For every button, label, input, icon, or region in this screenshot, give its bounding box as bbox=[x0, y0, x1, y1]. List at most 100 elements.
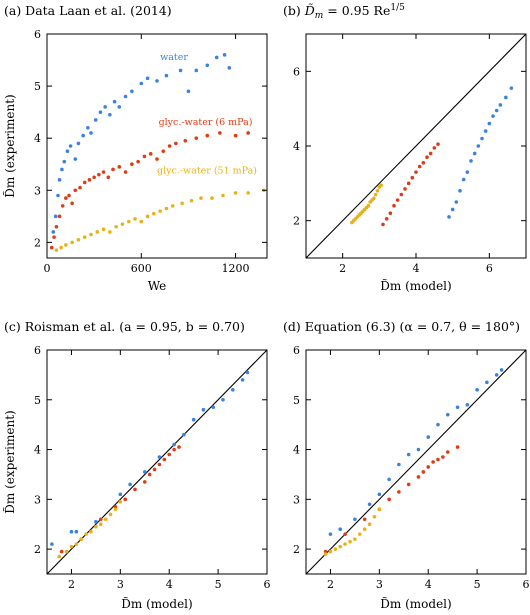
point-glyc6 bbox=[123, 170, 128, 174]
point-water bbox=[221, 397, 225, 402]
point-glyc51 bbox=[103, 517, 108, 522]
panel-b: (b) D̃m = 0.95 Re1/5 2 4 6 2 4 6 D̃m (model) bbox=[283, 3, 527, 293]
point-glyc6 bbox=[426, 465, 431, 469]
point-glyc51 bbox=[373, 192, 378, 197]
point-water bbox=[454, 200, 459, 204]
point-glyc51 bbox=[353, 537, 357, 541]
point-glyc51 bbox=[69, 544, 74, 549]
x-tick-label: 5 bbox=[474, 578, 481, 591]
panel-a-frame bbox=[46, 33, 268, 259]
point-water bbox=[98, 110, 103, 114]
point-glyc6 bbox=[218, 131, 222, 135]
panel-c-xlabel: D̃m (model) bbox=[121, 596, 192, 611]
point-glyc6 bbox=[246, 131, 250, 135]
point-water bbox=[194, 68, 199, 73]
point-glyc6 bbox=[362, 517, 367, 522]
panel-a-xlabel: We bbox=[148, 279, 166, 293]
point-glyc6 bbox=[387, 497, 391, 502]
point-glyc51 bbox=[133, 217, 137, 221]
panel-c: (c) Roisman et al. (a = 0.95, b = 0.70) … bbox=[2, 319, 271, 611]
point-glyc6 bbox=[431, 460, 435, 464]
point-glyc6 bbox=[392, 203, 396, 208]
point-glyc51 bbox=[70, 240, 74, 245]
point-glyc51 bbox=[113, 507, 118, 512]
panel-a-ylabel: D̃m (experiment) bbox=[2, 94, 17, 197]
point-water bbox=[172, 442, 176, 447]
y-tick-label: 2 bbox=[34, 543, 41, 556]
point-glyc6 bbox=[388, 211, 393, 215]
point-water bbox=[475, 388, 479, 392]
point-glyc51 bbox=[57, 554, 62, 559]
point-glyc6 bbox=[82, 180, 87, 185]
point-water bbox=[139, 81, 144, 86]
point-water bbox=[328, 532, 333, 536]
point-water bbox=[509, 86, 514, 90]
point-water bbox=[445, 412, 450, 417]
point-glyc6 bbox=[432, 146, 437, 150]
point-glyc51 bbox=[82, 235, 87, 239]
panel-b-identity-line bbox=[305, 33, 527, 259]
point-glyc6 bbox=[403, 187, 407, 191]
point-glyc6 bbox=[57, 214, 62, 219]
point-glyc51 bbox=[372, 514, 377, 519]
point-glyc6 bbox=[397, 490, 401, 494]
point-glyc6 bbox=[416, 475, 421, 479]
panel-c-points bbox=[50, 370, 250, 559]
point-glyc6 bbox=[59, 549, 64, 554]
point-glyc51 bbox=[126, 219, 131, 224]
x-tick-label: 6 bbox=[523, 578, 530, 591]
point-water bbox=[416, 447, 421, 452]
point-glyc6 bbox=[152, 467, 157, 472]
x-tick-label: 2 bbox=[339, 262, 346, 275]
point-glyc51 bbox=[108, 230, 112, 234]
panel-b-ticks: 2 4 6 2 4 6 bbox=[293, 34, 526, 275]
point-water bbox=[455, 405, 460, 410]
point-glyc6 bbox=[70, 201, 74, 206]
point-glyc6 bbox=[414, 170, 418, 174]
point-water bbox=[118, 492, 123, 497]
point-water bbox=[469, 159, 473, 163]
legend-glyc-6: glyc.-water (6 mPa) bbox=[159, 117, 253, 128]
x-tick-label: 0 bbox=[44, 262, 51, 275]
point-glyc51 bbox=[189, 198, 194, 203]
point-water bbox=[480, 136, 484, 141]
point-glyc51 bbox=[84, 532, 88, 536]
point-water bbox=[211, 405, 216, 410]
point-glyc51 bbox=[210, 196, 214, 200]
y-tick-label: 4 bbox=[34, 132, 41, 145]
panel-c-ticks: 2 3 4 5 6 2 3 4 5 6 bbox=[34, 344, 271, 591]
point-glyc51 bbox=[180, 201, 184, 206]
point-water bbox=[155, 79, 159, 83]
point-glyc6 bbox=[106, 175, 111, 180]
point-glyc51 bbox=[54, 248, 59, 252]
legend-water: water bbox=[160, 52, 188, 63]
point-glyc51 bbox=[328, 549, 333, 554]
point-water bbox=[191, 417, 196, 422]
point-glyc6 bbox=[111, 167, 115, 172]
point-water bbox=[230, 388, 235, 392]
point-glyc6 bbox=[177, 445, 181, 449]
point-glyc6 bbox=[98, 517, 103, 522]
point-water bbox=[387, 477, 391, 482]
point-glyc6 bbox=[117, 165, 122, 169]
point-water bbox=[142, 470, 147, 474]
panel-c-ylabel: D̃m (experiment) bbox=[2, 410, 17, 513]
x-tick-label: 5 bbox=[215, 578, 222, 591]
point-water bbox=[436, 422, 440, 427]
x-tick-label: 2 bbox=[327, 578, 334, 591]
identity-line bbox=[46, 349, 268, 575]
point-glyc6 bbox=[384, 217, 389, 221]
point-water bbox=[103, 105, 107, 109]
y-tick-label: 5 bbox=[34, 394, 41, 407]
point-water bbox=[447, 215, 451, 219]
panel-b-points bbox=[350, 86, 514, 227]
point-water bbox=[157, 455, 162, 459]
panel-a-ticks: 0 600 1200 2 3 4 5 6 bbox=[34, 28, 267, 275]
point-water bbox=[182, 432, 186, 437]
point-glyc51 bbox=[118, 500, 123, 504]
point-water bbox=[214, 55, 219, 60]
point-water bbox=[164, 73, 169, 78]
y-tick-label: 4 bbox=[34, 444, 41, 457]
point-water bbox=[222, 53, 227, 57]
